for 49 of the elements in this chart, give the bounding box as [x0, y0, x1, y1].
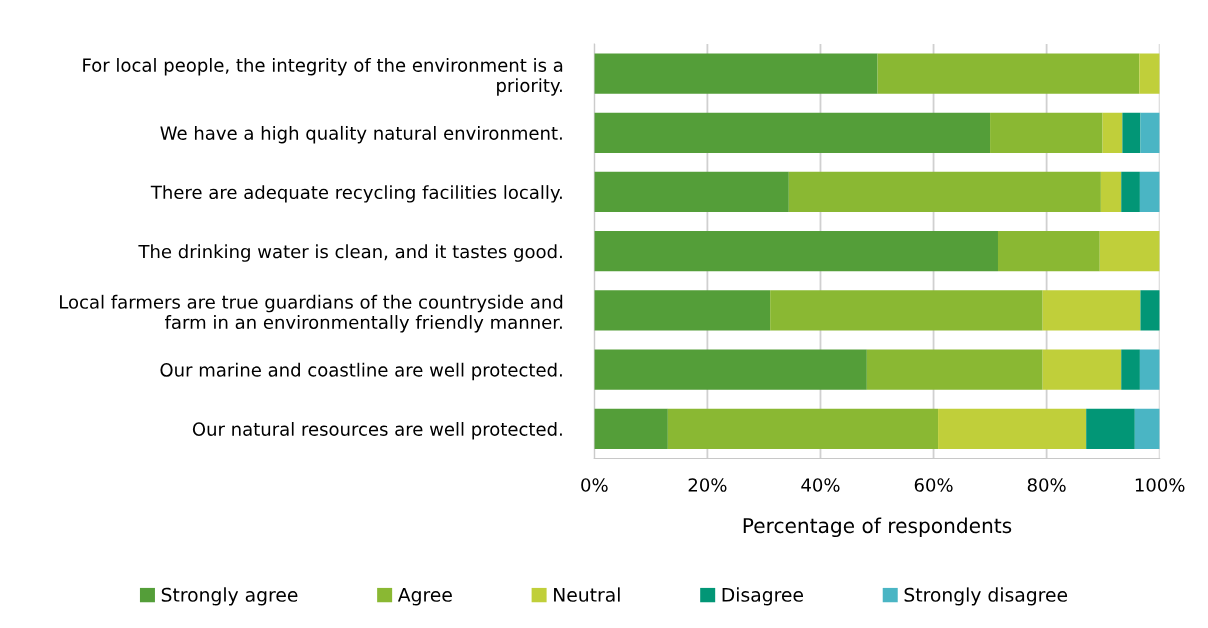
y-tick-label: The drinking water is clean, and it tastes good. — [138, 244, 562, 262]
bar — [877, 53, 1140, 94]
bar — [594, 349, 867, 390]
legend-label: Strongly agree — [161, 587, 298, 606]
bar — [1102, 112, 1123, 153]
bar — [1121, 349, 1140, 390]
bar — [667, 408, 939, 449]
bar — [1134, 408, 1160, 449]
bar — [788, 171, 1101, 213]
bar — [1042, 349, 1122, 390]
bar — [1139, 349, 1160, 390]
bar — [1139, 53, 1160, 94]
y-tick-label: For local people, the integrity of the environment is a priority. — [83, 57, 563, 96]
bar — [594, 290, 771, 331]
bar — [1099, 231, 1160, 272]
bar — [594, 408, 668, 449]
bar — [866, 349, 1043, 390]
x-tick-label: 80% — [1027, 478, 1066, 492]
x-tick-label: 20% — [688, 478, 727, 492]
bar — [938, 408, 1087, 449]
bar — [1122, 112, 1141, 153]
y-tick-label: There are adequate recycling facilities locally. — [150, 185, 562, 203]
bar — [1139, 171, 1160, 213]
bar — [594, 231, 998, 272]
bar — [594, 112, 991, 153]
bar — [594, 171, 789, 213]
legend-label: Agree — [397, 587, 452, 606]
bar — [1042, 290, 1141, 331]
y-tick-label: We have a high quality natural environment. — [160, 125, 562, 144]
bar — [1100, 171, 1122, 213]
bar — [997, 231, 1100, 272]
bar — [1140, 290, 1160, 331]
x-tick-label: 40% — [801, 478, 840, 492]
x-tick-label: 60% — [914, 478, 953, 492]
legend-label: Strongly disagree — [904, 587, 1068, 606]
y-tick-label: Local farmers are true guardians of the countryside and farm in an environmentally friendly manner. — [60, 294, 563, 333]
bar — [1086, 408, 1135, 449]
bar — [594, 53, 878, 94]
y-tick-label: Our marine and coastline are well protected. — [160, 362, 562, 381]
x-axis-title: Percentage of respondents — [743, 517, 1012, 538]
y-tick-label: Our natural resources are well protected. — [192, 421, 562, 440]
bar — [770, 290, 1043, 331]
legend-label: Neutral — [554, 587, 620, 602]
x-tick-label: 0% — [581, 478, 608, 492]
bar — [990, 112, 1103, 153]
x-tick-label: 100% — [1135, 478, 1185, 492]
legend-label: Disagree — [722, 587, 803, 606]
bar — [1140, 112, 1160, 153]
bar — [1121, 171, 1140, 213]
